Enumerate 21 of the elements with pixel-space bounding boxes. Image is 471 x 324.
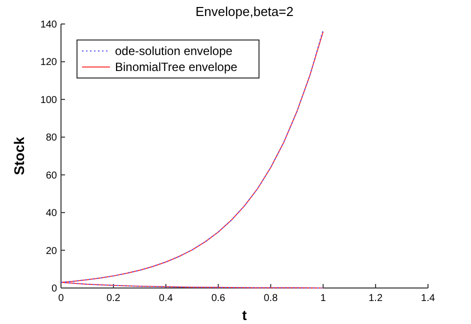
x-tick-label: 0.8 <box>264 293 278 304</box>
y-tick-label: 120 <box>40 57 58 68</box>
x-tick-label: 0.4 <box>158 293 174 304</box>
x-tick-label: 1.4 <box>421 293 436 304</box>
y-tick-label: 20 <box>46 246 58 257</box>
chart-title: Envelope,beta=2 <box>196 4 294 19</box>
y-tick-label: 60 <box>46 170 58 182</box>
y-tick-label: 40 <box>46 208 58 220</box>
x-tick-label: 0 <box>58 293 64 304</box>
x-tick-label: 0.2 <box>106 293 121 304</box>
x-tick-label: 0.6 <box>211 293 226 304</box>
y-tick-label: 100 <box>40 94 58 106</box>
x-axis-title: t <box>242 307 248 323</box>
x-tick-label: 1.2 <box>368 293 383 304</box>
y-tick-label: 0 <box>51 284 58 294</box>
legend-label: ode-solution envelope <box>115 44 233 58</box>
x-tick-label: 1 <box>320 293 326 304</box>
y-tick-label: 140 <box>40 20 58 30</box>
legend-label: BinomialTree envelope <box>115 60 238 74</box>
y-tick-label: 80 <box>46 132 58 144</box>
y-axis-title: Stock <box>11 136 27 176</box>
